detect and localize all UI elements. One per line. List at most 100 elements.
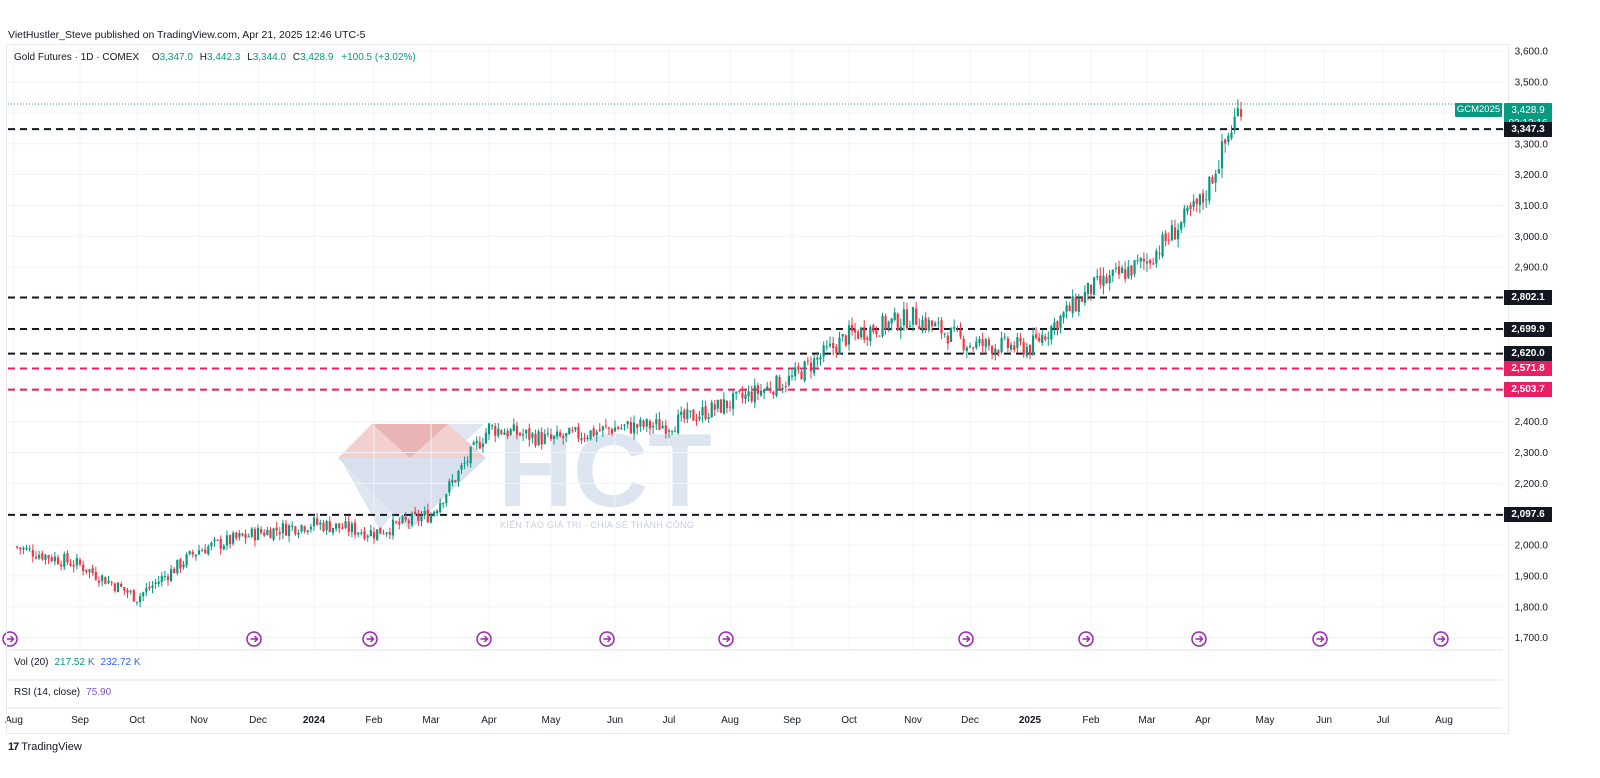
volume-label: Vol (20) [14, 657, 49, 668]
arrow-right-circle-icon[interactable] [1312, 631, 1328, 647]
candle-body [1164, 233, 1167, 241]
candle-body [1198, 194, 1201, 206]
candle-body [91, 568, 94, 573]
candle-body [401, 516, 404, 524]
candle-body [135, 601, 139, 603]
candle-body [426, 509, 429, 523]
x-tick-label: Apr [1195, 715, 1211, 726]
wm-diamond-top [372, 424, 448, 458]
candle-body [1022, 341, 1025, 355]
candle-body [241, 533, 244, 536]
candle-body [911, 307, 915, 325]
event-markers[interactable] [2, 631, 1449, 647]
candle-body [525, 429, 528, 434]
arrow-right-circle-icon[interactable] [718, 631, 734, 647]
arrow-right-circle-icon[interactable] [476, 631, 492, 647]
candle-body [580, 438, 583, 441]
candle-body [1016, 337, 1019, 348]
candle-body [1056, 321, 1059, 331]
candle-body [191, 551, 194, 555]
tradingview-logo-icon: 17 [8, 741, 19, 753]
candle-body [300, 525, 303, 532]
candle-body [828, 343, 832, 347]
candle-body [759, 390, 763, 396]
arrow-right-circle-icon[interactable] [1433, 631, 1449, 647]
candle-body [382, 533, 385, 535]
candle-body [522, 434, 525, 436]
arrow-right-circle-icon[interactable] [1078, 631, 1094, 647]
candle-body [667, 430, 671, 432]
candle-body [469, 446, 472, 464]
candle-body [750, 391, 753, 402]
candle-body [1121, 267, 1124, 274]
candle-body [82, 564, 85, 572]
candle-body [407, 520, 410, 524]
y-tick-label: 3,500.0 [1515, 78, 1549, 89]
candle-body [173, 568, 176, 574]
candle-body [583, 437, 586, 439]
candle-body [546, 433, 549, 435]
candle-body [185, 554, 188, 566]
candle-body [350, 523, 353, 533]
candle-body [890, 318, 893, 324]
event-arrow [603, 635, 612, 643]
candle-body [1068, 305, 1071, 312]
arrow-right-circle-icon[interactable] [246, 631, 262, 647]
candle-body [210, 542, 213, 547]
x-tick-label: Feb [365, 715, 383, 726]
candle-body [1080, 297, 1083, 302]
candle-body [728, 406, 732, 408]
rsi-value: 75.90 [86, 687, 112, 698]
candle-body [481, 443, 484, 448]
candle-body [391, 519, 395, 536]
candle-body [1173, 227, 1177, 240]
candle-body [927, 319, 930, 331]
time-axis[interactable]: Aug Sep Oct Nov Dec 2024 Feb Mar Apr May Jun Jul Aug… [5, 715, 1453, 726]
candle-body [197, 550, 201, 555]
arrow-right-circle-icon[interactable] [1191, 631, 1207, 647]
rsi-legend[interactable]: RSI (14, close) 75.90 [14, 687, 111, 698]
symbol-title[interactable]: Gold Futures · 1D · COMEX [14, 52, 140, 63]
candle-body [436, 510, 439, 514]
candle-body [1149, 260, 1152, 264]
candle-body [636, 424, 639, 428]
candle-body [756, 385, 759, 394]
arrow-right-circle-icon[interactable] [362, 631, 378, 647]
candle-body [1124, 269, 1127, 280]
watermark-tagline: KIẾN TẠO GIÁ TRỊ - CHIA SẺ THÀNH CÔNG [500, 520, 695, 530]
candle-body [645, 419, 648, 427]
candle-body [568, 428, 571, 435]
candle-body [787, 375, 790, 386]
candle-body [1009, 344, 1013, 350]
arrow-right-circle-icon[interactable] [599, 631, 615, 647]
candle-body [132, 589, 135, 602]
close-value: 3,428.9 [300, 52, 334, 63]
candle-body [707, 417, 710, 419]
candle-body [238, 533, 241, 538]
candle-body [494, 426, 497, 436]
candle-body [769, 387, 772, 392]
candle-body [460, 465, 463, 470]
arrow-right-circle-icon[interactable] [958, 631, 974, 647]
candle-body [341, 527, 344, 529]
y-tick-label: 2,000.0 [1515, 541, 1549, 552]
volume-legend[interactable]: Vol (20) 217.52 K 232.72 K [14, 657, 141, 668]
x-tick-label: Nov [190, 715, 208, 726]
candle-body [937, 322, 940, 324]
candle-body [577, 427, 580, 439]
candle-body [1208, 176, 1211, 201]
candle-body [1000, 337, 1003, 353]
x-tick-label: Jun [607, 715, 623, 726]
event-circle [476, 631, 492, 647]
candle-body [537, 431, 540, 446]
candle-body [60, 564, 63, 567]
candle-body [1145, 261, 1149, 264]
tradingview-brand[interactable]: 17 TradingView [8, 741, 82, 753]
arrow-right-circle-icon[interactable] [2, 631, 18, 647]
candle-body [853, 329, 857, 333]
candle-body [56, 557, 60, 565]
candle-body [500, 430, 503, 434]
candle-body [475, 440, 478, 444]
event-arrow [6, 635, 15, 643]
